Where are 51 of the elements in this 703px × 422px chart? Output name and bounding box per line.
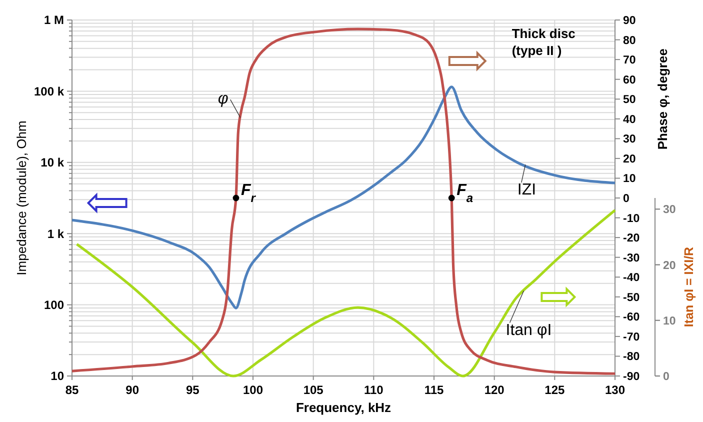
y2-tick-label: -80 bbox=[623, 351, 640, 364]
x-tick-label: 120 bbox=[484, 383, 505, 397]
y2-tick-label: 60 bbox=[623, 74, 636, 86]
y3-tick-label: 20 bbox=[663, 260, 676, 272]
annotation: F$_{r}$ bbox=[240, 182, 257, 205]
y-tick-label: 10 bbox=[50, 369, 64, 384]
x-tick-label: 95 bbox=[186, 383, 200, 397]
y2-tick-label: 20 bbox=[623, 153, 636, 166]
y-tick-label: 1 k bbox=[47, 226, 64, 241]
series-label: φ bbox=[218, 90, 228, 108]
y2-axis-title: Phase φ, degree bbox=[655, 48, 670, 150]
y3-tick-label: 10 bbox=[663, 315, 676, 328]
y-tick-label: 100 bbox=[44, 298, 64, 312]
y2-tick-label: 0 bbox=[623, 193, 630, 206]
y2-tick-label: -70 bbox=[623, 331, 640, 344]
y2-tick-label: 40 bbox=[623, 114, 636, 126]
y2-tick-label: -60 bbox=[623, 312, 640, 324]
y2-tick-label: -10 bbox=[623, 212, 640, 225]
y3-tick-label: 30 bbox=[663, 204, 676, 216]
y2-tick-label: 80 bbox=[623, 34, 636, 47]
y2-tick-label: -30 bbox=[623, 252, 640, 264]
y2-tick-label: 70 bbox=[623, 54, 636, 67]
y2-tick-label: 10 bbox=[623, 173, 636, 186]
y-tick-label: 1 M bbox=[44, 13, 64, 28]
series-label: IZI bbox=[517, 182, 536, 199]
y-tick-label: 10 k bbox=[40, 156, 64, 170]
annotation: F$_{a}$ bbox=[456, 182, 474, 205]
y2-tick-label: -40 bbox=[623, 272, 640, 284]
y2-tick-label: 30 bbox=[623, 134, 636, 146]
y2-tick-label: -20 bbox=[623, 232, 640, 245]
annotation: Thick disc (type II ) bbox=[512, 26, 576, 58]
x-tick-label: 90 bbox=[126, 383, 140, 397]
x-tick-label: 100 bbox=[242, 383, 264, 397]
x-tick-label: 130 bbox=[604, 383, 626, 397]
x-tick-label: 110 bbox=[364, 383, 384, 397]
line-series bbox=[70, 86, 616, 310]
series-label: Itan φI bbox=[506, 322, 552, 339]
y2-tick-label: 90 bbox=[623, 15, 636, 28]
y-tick-label: 100 k bbox=[34, 84, 64, 98]
x-axis-title: Frequency, kHz bbox=[296, 400, 392, 415]
y2-tick-label: -90 bbox=[623, 371, 640, 384]
line-series bbox=[76, 208, 616, 378]
x-tick-label: 115 bbox=[424, 383, 444, 397]
y2-tick-label: -50 bbox=[623, 292, 640, 304]
x-tick-label: 125 bbox=[544, 383, 565, 397]
x-tick-label: 85 bbox=[65, 383, 79, 397]
y3-tick-label: 0 bbox=[663, 371, 670, 384]
x-tick-label: 105 bbox=[303, 383, 324, 397]
y-axis-title: Impedance (module), Ohm bbox=[14, 120, 29, 276]
y2-tick-label: 50 bbox=[623, 94, 636, 106]
y3-axis-title: Itan φI = IXI/R bbox=[682, 246, 696, 328]
